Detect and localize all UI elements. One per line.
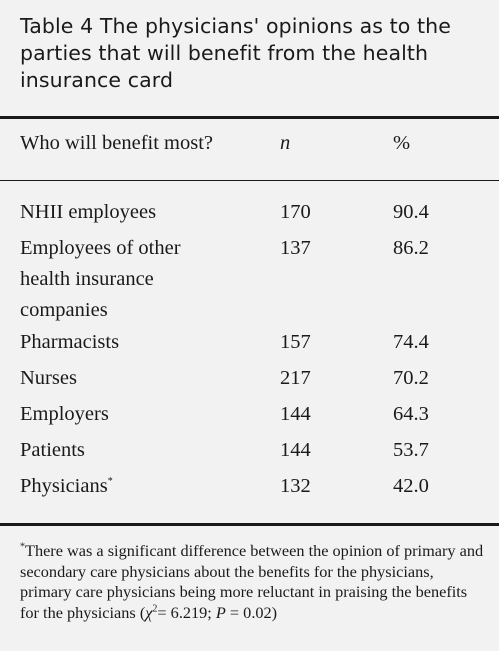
- footnote-text: There was a significant difference betwe…: [20, 541, 484, 622]
- row-who: Physicians: [20, 475, 108, 497]
- row-who: Patients: [20, 439, 85, 461]
- row-who: Employees of other health insurance comp…: [20, 237, 181, 321]
- asterisk-marker: *: [107, 476, 113, 488]
- caption-text: The physicians' opinions as to the parti…: [20, 14, 451, 92]
- row-pct: 42.0: [393, 475, 429, 497]
- chi-superscript: 2: [152, 603, 158, 615]
- row-n: 144: [280, 439, 311, 461]
- top-rule: [0, 116, 499, 119]
- table-footnote: *There was a significant difference betw…: [20, 541, 486, 623]
- row-who: NHII employees: [20, 201, 157, 223]
- row-n: 170: [280, 201, 311, 223]
- header-rule: [0, 180, 499, 181]
- p-label: P: [215, 602, 226, 622]
- table-caption: Table 4 The physicians' opinions as to t…: [20, 13, 490, 94]
- header-pct: %: [393, 132, 411, 154]
- row-n: 157: [280, 331, 311, 353]
- row-n: 132: [280, 475, 311, 497]
- row-pct: 74.4: [393, 331, 429, 353]
- row-n: 144: [280, 403, 311, 425]
- footnote-marker: *: [20, 541, 25, 553]
- row-who: Employers: [20, 403, 109, 425]
- row-who-cell: Physicians*: [20, 471, 113, 502]
- row-who: Nurses: [20, 367, 77, 389]
- row-n: 137: [280, 237, 311, 259]
- row-pct: 70.2: [393, 367, 429, 389]
- chi-stat: = 6.219;: [157, 602, 216, 622]
- row-pct: 53.7: [393, 439, 429, 461]
- row-n: 217: [280, 367, 311, 389]
- row-pct: 86.2: [393, 237, 429, 259]
- header-who: Who will benefit most?: [20, 132, 213, 154]
- header-n: n: [280, 132, 291, 154]
- caption-label: Table 4: [20, 14, 94, 38]
- row-who: Pharmacists: [20, 331, 120, 353]
- bottom-rule: [0, 523, 499, 526]
- chi-symbol: χ: [145, 602, 153, 622]
- row-pct: 64.3: [393, 403, 429, 425]
- row-pct: 90.4: [393, 201, 429, 223]
- p-value: = 0.02): [225, 602, 278, 622]
